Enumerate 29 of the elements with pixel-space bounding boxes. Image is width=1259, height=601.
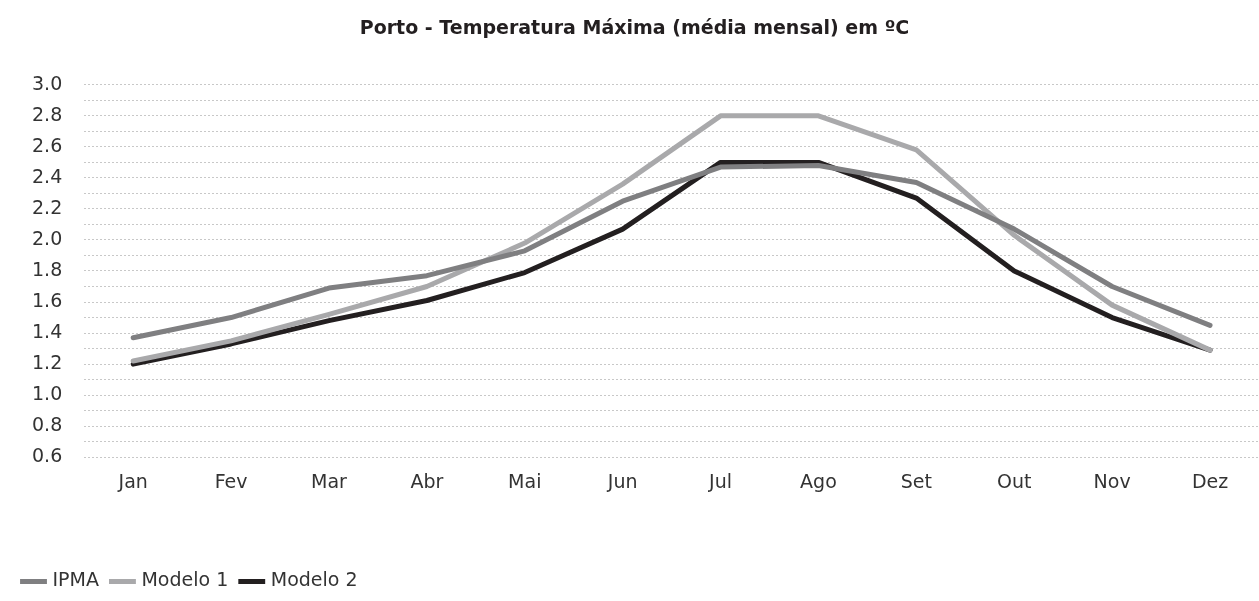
y-tick-label: 1.6 [32,288,63,311]
legend-label: Modelo 1 [141,568,229,591]
y-tick-label: 1.0 [32,382,63,405]
y-tick-label: 2.4 [32,164,63,187]
x-tick-label: Jul [708,469,733,492]
y-tick-label: 1.2 [32,351,63,374]
x-tick-label: Fev [214,469,248,492]
x-tick-label: Dez [1191,469,1229,492]
x-tick-label: Jan [117,469,148,492]
x-tick-label: Out [997,469,1032,492]
y-tick-label: 2.6 [32,133,63,156]
y-tick-label: 1.8 [32,257,63,280]
y-tick-label: 2.0 [32,226,63,249]
x-tick-label: Mai [508,469,542,492]
y-tick-label: 1.4 [32,320,63,342]
y-tick-label: 3.0 [32,71,63,94]
x-tick-label: Nov [1093,469,1131,492]
x-tick-label: Abr [410,469,444,492]
y-tick-label: 2.2 [32,195,63,218]
y-tick-label: 0.8 [32,413,63,436]
x-tick-label: Ago [800,469,837,492]
x-tick-label: Mar [311,469,348,492]
legend-label: Modelo 2 [270,568,358,591]
chart-title: Porto - Temperatura Máxima (média mensal) em ºC [359,16,910,39]
x-tick-label: Jun [606,469,638,492]
x-tick-label: Set [900,469,932,492]
y-tick-label: 2.8 [32,102,63,125]
y-tick-label: 0.6 [32,444,63,467]
legend-label: IPMA [52,568,99,591]
